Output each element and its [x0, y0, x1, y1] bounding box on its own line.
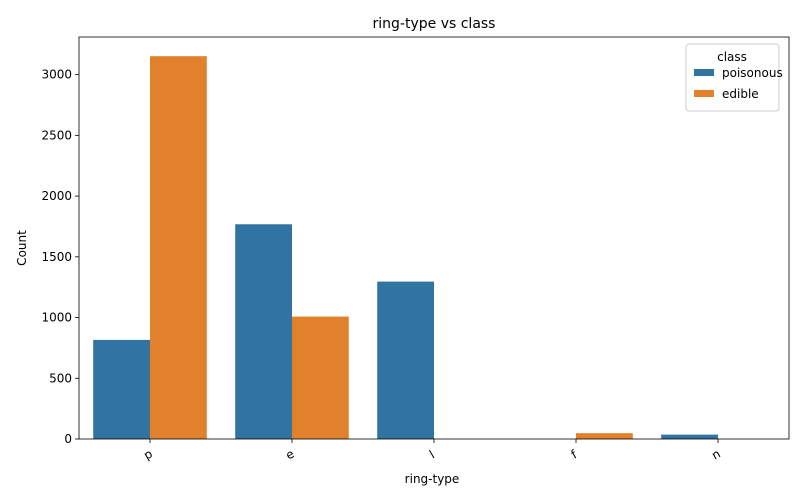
legend-swatch-poisonous: [694, 69, 714, 76]
legend-items: poisonous edible: [694, 66, 783, 101]
y-tick-label: 2500: [41, 128, 72, 142]
y-tick-label: 3000: [41, 68, 72, 82]
y-tick-label: 1500: [41, 250, 72, 264]
legend: class poisonous edible: [685, 43, 783, 112]
legend-title: class: [717, 50, 747, 64]
y-axis-label: Count: [15, 230, 29, 266]
x-tick-label: f: [569, 447, 580, 462]
bar-edible-e: [292, 316, 349, 439]
y-tick-label: 0: [64, 432, 72, 446]
legend-label-poisonous: poisonous: [722, 66, 783, 80]
chart-title: ring-type vs class: [373, 16, 496, 32]
x-tick-label: l: [427, 448, 437, 462]
y-tick-label: 2000: [41, 189, 72, 203]
y-tick-label: 1000: [41, 311, 72, 325]
x-tick-label: n: [709, 447, 723, 463]
bar-edible-f: [576, 433, 633, 439]
legend-swatch-edible: [694, 90, 714, 97]
bar-poisonous-e: [235, 224, 292, 439]
bar-edible-p: [150, 56, 207, 440]
x-tick-label: e: [283, 447, 296, 463]
bar-poisonous-n: [661, 434, 718, 439]
x-axis-label: ring-type: [405, 472, 460, 486]
x-tick-label: p: [141, 447, 155, 463]
plot-area: 0 500 1000 1500 2000 2500 3000 p e l f n: [41, 36, 790, 463]
plot-frame: [78, 36, 790, 440]
y-axis-ticks: 0 500 1000 1500 2000 2500 3000: [41, 68, 79, 446]
bar-poisonous-l: [377, 281, 434, 439]
y-tick-label: 500: [49, 371, 72, 385]
bars: [93, 56, 718, 440]
bar-poisonous-p: [93, 339, 150, 439]
legend-label-edible: edible: [722, 87, 759, 101]
